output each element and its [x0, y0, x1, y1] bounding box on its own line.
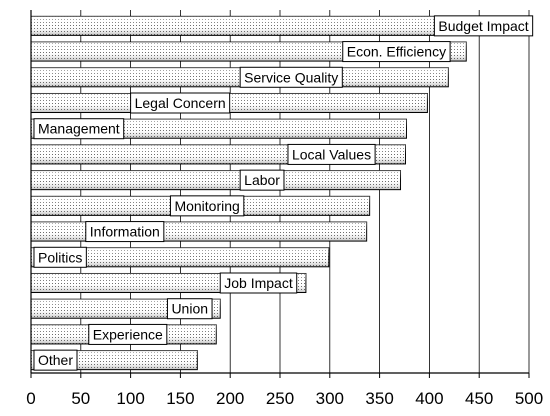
- bar-label-2: Service Quality: [239, 66, 343, 88]
- bar-label-1: Econ. Efficiency: [342, 41, 451, 63]
- bar-shade-9: [31, 247, 329, 267]
- bar-label-12: Experience: [88, 323, 168, 345]
- bar-label-box: [130, 92, 231, 114]
- bar-label-text: Labor: [244, 172, 280, 188]
- bar-label-box: [88, 323, 168, 345]
- bar-label-6: Labor: [239, 169, 285, 191]
- x-tick-label: 500: [515, 389, 543, 408]
- bar-label-text: Management: [38, 121, 120, 137]
- bar-label-box: [33, 349, 78, 371]
- bar-label-text: Experience: [93, 326, 163, 342]
- x-tick-label: 0: [26, 389, 35, 408]
- bar-label-text: Local Values: [292, 146, 371, 162]
- bar-label-box: [239, 169, 285, 191]
- bar-label-box: [433, 15, 534, 37]
- x-tick-label: 400: [415, 389, 443, 408]
- x-tick-label: 450: [465, 389, 493, 408]
- bar-label-text: Other: [38, 352, 73, 368]
- bar-label-9: Politics: [33, 246, 87, 268]
- bar-label-box: [239, 66, 343, 88]
- bar-label-10: Job Impact: [219, 272, 298, 294]
- bar-label-13: Other: [33, 349, 78, 371]
- bar-label-text: Legal Concern: [135, 95, 226, 111]
- bar-shade-6: [31, 170, 401, 190]
- bar-label-box: [85, 221, 165, 243]
- bar-label-box: [169, 195, 245, 217]
- bar-label-text: Information: [90, 224, 160, 240]
- x-tick-label: 350: [365, 389, 393, 408]
- x-tick-label: 100: [116, 389, 144, 408]
- x-tick-label: 250: [266, 389, 294, 408]
- bar-label-7: Monitoring: [169, 195, 245, 217]
- bar-label-8: Information: [85, 221, 165, 243]
- bar-label-3: Legal Concern: [130, 92, 231, 114]
- bar-label-text: Service Quality: [244, 69, 338, 85]
- bar-label-text: Budget Impact: [438, 18, 528, 34]
- bar-label-text: Monitoring: [174, 198, 239, 214]
- x-axis: 0 50 100 150 200 250 300 350 400 450 500: [26, 10, 543, 408]
- bar-label-5: Local Values: [287, 143, 376, 165]
- bar-label-box: [33, 246, 87, 268]
- bar-label-text: Union: [171, 301, 208, 317]
- bar-label-text: Econ. Efficiency: [347, 44, 446, 60]
- bar-label-box: [33, 118, 125, 140]
- bar-labels: Budget Impact Econ. Efficiency Service Qua…: [33, 15, 534, 371]
- bar-label-box: [342, 41, 451, 63]
- bar-label-11: Union: [166, 298, 213, 320]
- bar-shade-8: [31, 222, 367, 242]
- x-tick-label: 150: [166, 389, 194, 408]
- bar-label-box: [166, 298, 213, 320]
- x-tick-label: 50: [71, 389, 90, 408]
- x-tick-label: 200: [216, 389, 244, 408]
- bar-label-box: [219, 272, 298, 294]
- x-tick-label: 300: [316, 389, 344, 408]
- bar-shade-4: [31, 119, 407, 139]
- bar-shade-0: [31, 16, 512, 36]
- bar-label-0: Budget Impact: [433, 15, 534, 37]
- bar-label-text: Politics: [38, 249, 82, 265]
- bar-label-box: [287, 143, 376, 165]
- bar-label-4: Management: [33, 118, 125, 140]
- bar-label-text: Job Impact: [224, 275, 293, 291]
